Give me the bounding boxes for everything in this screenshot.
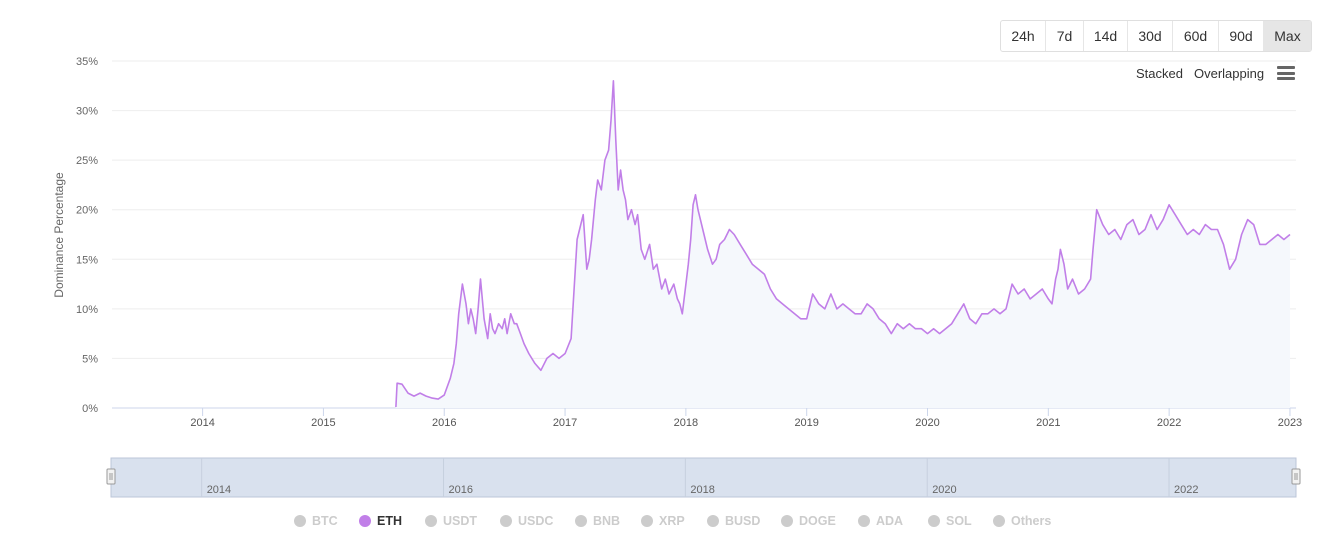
legend-label: BTC — [312, 514, 338, 528]
legend-item-ada[interactable]: ADA — [858, 511, 903, 531]
eth-area-fill — [395, 80, 1290, 409]
x-tick-label: 2022 — [1157, 417, 1181, 429]
y-tick-label: 30% — [76, 106, 98, 118]
legend-dot-icon — [781, 515, 793, 527]
y-tick-label: 5% — [82, 353, 98, 365]
legend-label: SOL — [946, 514, 972, 528]
legend-dot-icon — [294, 515, 306, 527]
range-button-24h[interactable]: 24h — [1011, 28, 1035, 44]
legend-label: ETH — [377, 514, 402, 528]
y-tick-label: 25% — [76, 155, 98, 167]
x-tick-label: 2017 — [553, 417, 577, 429]
legend-label: DOGE — [799, 514, 836, 528]
x-tick-label: 2015 — [311, 417, 335, 429]
navigator-year-label: 2020 — [932, 484, 956, 496]
legend-item-usdc[interactable]: USDC — [500, 511, 553, 531]
legend-label: USDC — [518, 514, 554, 528]
y-tick-label: 10% — [76, 304, 98, 316]
range-button-90d[interactable]: 90d — [1218, 21, 1263, 51]
range-button-30d[interactable]: 30d — [1127, 21, 1172, 51]
legend-item-bnb[interactable]: BNB — [575, 511, 620, 531]
legend-item-xrp[interactable]: XRP — [641, 511, 685, 531]
x-tick-label: 2020 — [915, 417, 939, 429]
eth-series-line — [395, 80, 1291, 408]
legend-dot-icon — [359, 515, 371, 527]
stacked-toggle[interactable]: Stacked — [1136, 66, 1183, 81]
navigator-year-label: 2016 — [449, 484, 473, 496]
legend-dot-icon — [858, 515, 870, 527]
legend-item-eth[interactable]: ETH — [359, 511, 402, 531]
y-axis-label: Dominance Percentage — [52, 172, 66, 298]
legend-item-doge[interactable]: DOGE — [781, 511, 836, 531]
x-tick-label: 2014 — [190, 417, 214, 429]
y-axis: 0% 5% 10% 15% 20% 25% 30% 35% — [76, 56, 98, 415]
legend-item-sol[interactable]: SOL — [928, 511, 972, 531]
legend: BTC ETH USDT USDC BNB XRP BUSD DOGE ADA SOL Others — [0, 511, 1334, 531]
range-button-7d[interactable]: 7d — [1045, 21, 1083, 51]
range-button-60d[interactable]: 60d — [1172, 21, 1218, 51]
legend-dot-icon — [928, 515, 940, 527]
legend-item-others[interactable]: Others — [993, 511, 1051, 531]
legend-label: BNB — [593, 514, 621, 528]
legend-dot-icon — [575, 515, 587, 527]
y-tick-label: 15% — [76, 254, 98, 266]
x-tick-label: 2016 — [432, 417, 456, 429]
legend-label: Others — [1011, 514, 1052, 528]
x-axis: 2014 2015 2016 2017 2018 2019 2020 2021 2022 2023 — [190, 408, 1302, 429]
legend-dot-icon — [707, 515, 719, 527]
legend-dot-icon — [500, 515, 512, 527]
y-tick-label: 20% — [76, 205, 98, 217]
x-tick-label: 2018 — [674, 417, 698, 429]
legend-item-busd[interactable]: BUSD — [707, 511, 760, 531]
legend-label: ADA — [876, 514, 904, 528]
legend-dot-icon — [993, 515, 1005, 527]
y-tick-label: 0% — [82, 403, 98, 415]
x-tick-label: 2023 — [1278, 417, 1302, 429]
y-tick-label: 35% — [76, 56, 98, 68]
x-tick-label: 2021 — [1036, 417, 1060, 429]
navigator-left-handle[interactable] — [106, 468, 116, 485]
navigator-year-label: 2022 — [1174, 484, 1198, 496]
navigator-year-label: 2014 — [207, 484, 231, 496]
legend-dot-icon — [425, 515, 437, 527]
legend-label: BUSD — [725, 514, 761, 528]
time-range-selector: 24h 7d 14d 30d 60d 90d Max — [1000, 20, 1312, 52]
navigator-selection[interactable] — [110, 457, 1297, 498]
navigator-year-label: 2018 — [690, 484, 714, 496]
time-navigator[interactable]: 2014 2016 2018 2020 2022 — [106, 457, 1301, 498]
overlapping-toggle[interactable]: Overlapping — [1194, 66, 1265, 81]
range-button-14d[interactable]: 14d — [1083, 21, 1127, 51]
legend-item-btc[interactable]: BTC — [294, 511, 338, 531]
legend-label: XRP — [659, 514, 685, 528]
legend-label: USDT — [443, 514, 478, 528]
legend-dot-icon — [641, 515, 653, 527]
hamburger-menu-icon[interactable] — [1277, 66, 1295, 80]
range-button-max[interactable]: Max — [1263, 21, 1311, 51]
legend-item-usdt[interactable]: USDT — [425, 511, 477, 531]
x-tick-label: 2019 — [794, 417, 818, 429]
navigator-right-handle[interactable] — [1291, 468, 1301, 485]
